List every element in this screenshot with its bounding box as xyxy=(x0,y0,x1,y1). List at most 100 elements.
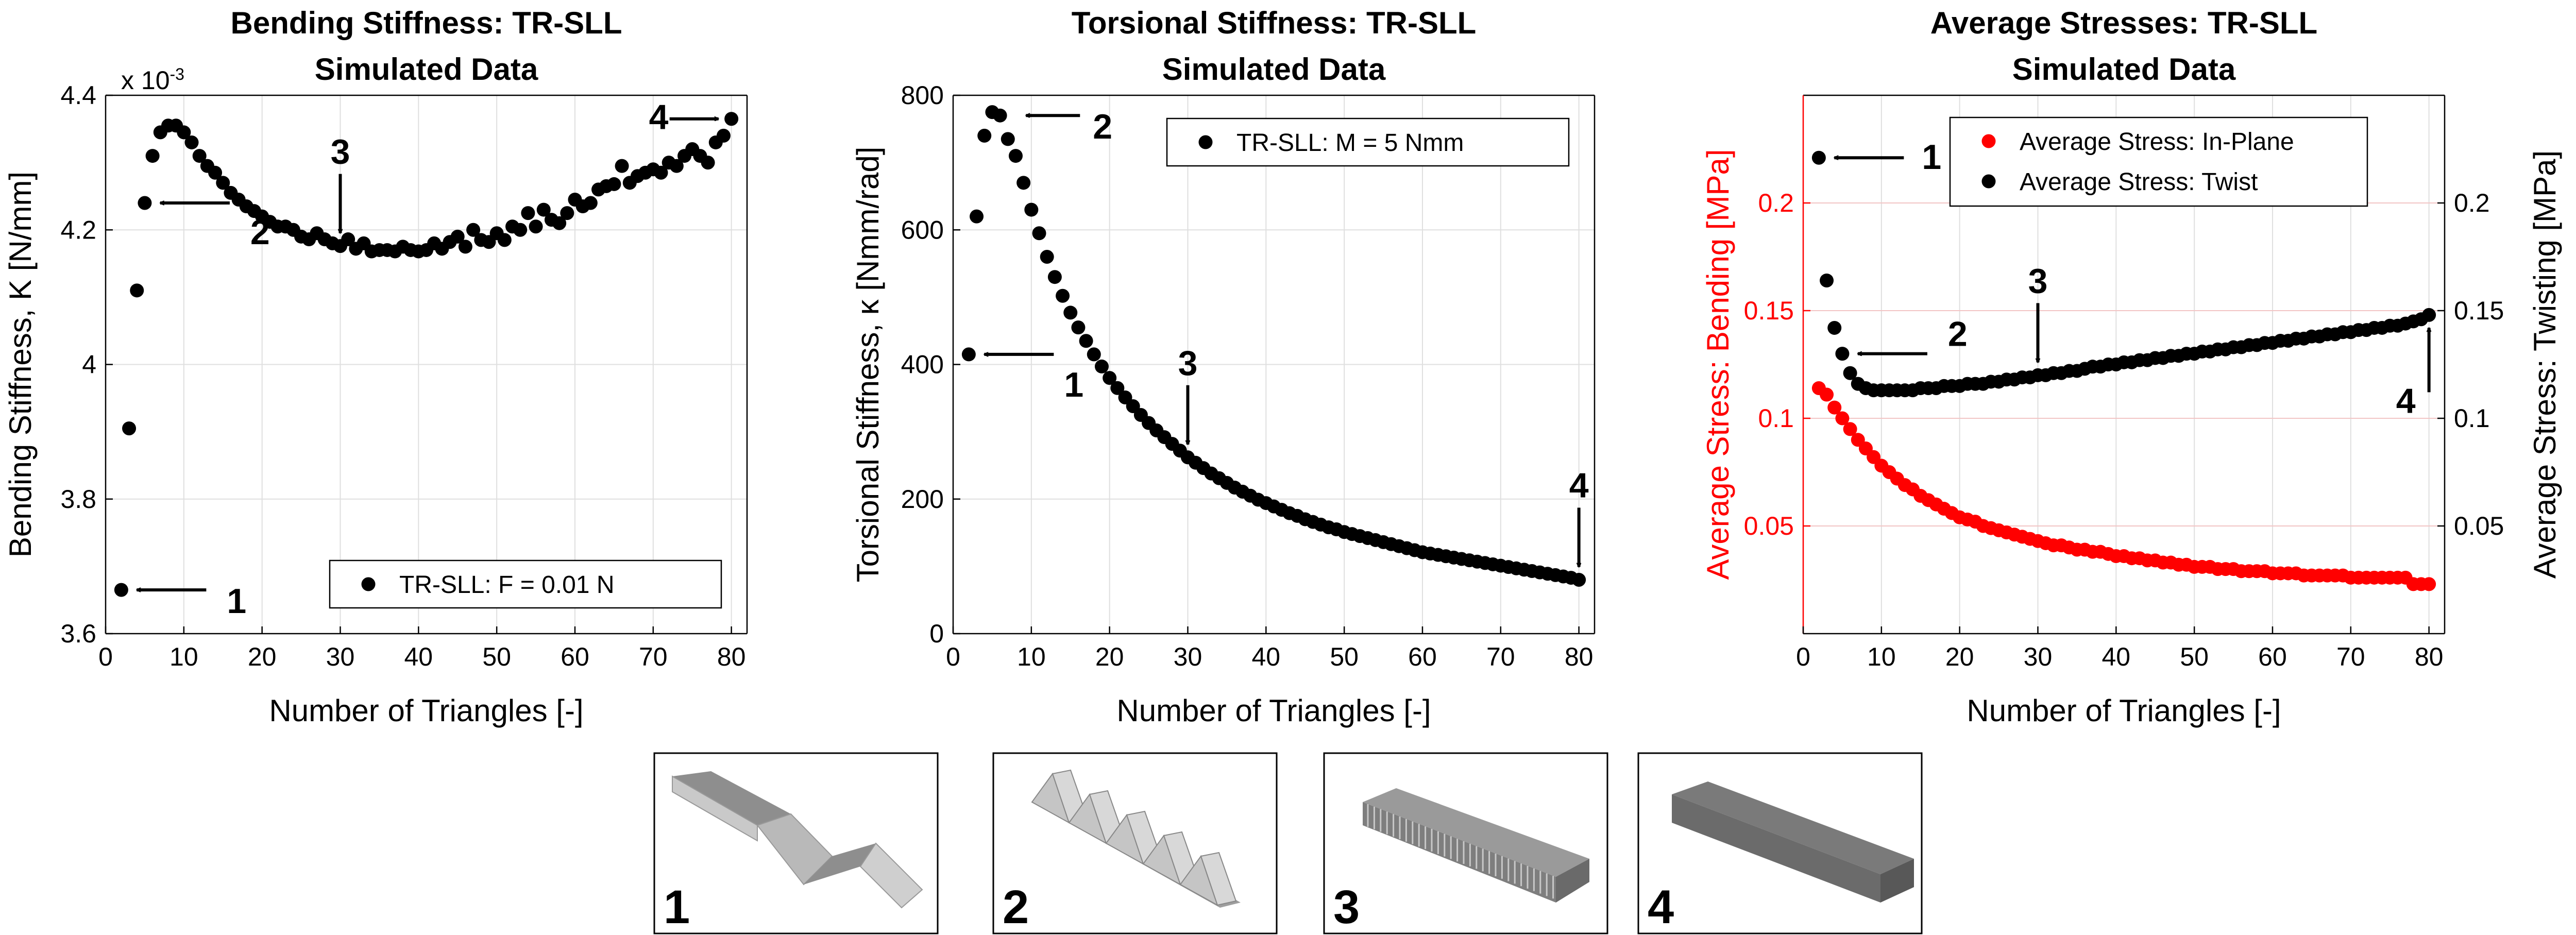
data-point-series-2 xyxy=(1820,273,1834,287)
data-point-series-1 xyxy=(961,347,976,362)
data-point-series-1 xyxy=(615,159,629,173)
data-point-series-1 xyxy=(583,196,598,210)
x-tick-label: 40 xyxy=(1252,642,1281,671)
data-point-series-1 xyxy=(192,149,207,163)
data-point-series-1 xyxy=(341,232,355,247)
data-point-series-1 xyxy=(607,177,621,191)
data-point-series-1 xyxy=(552,216,567,230)
strip-top xyxy=(1363,788,1589,877)
y-axis-label: Bending Stiffness, K [N/mm] xyxy=(3,172,38,557)
x-tick-label: 80 xyxy=(717,642,746,671)
x-tick-label: 20 xyxy=(1095,642,1124,671)
x-tick-label: 70 xyxy=(639,642,668,671)
data-point-series-1 xyxy=(138,196,152,210)
data-point-series-1 xyxy=(1032,226,1046,241)
data-point-series-1 xyxy=(1094,359,1109,373)
data-point-series-1 xyxy=(1079,334,1093,348)
strip-end xyxy=(1556,859,1589,903)
data-point-series-1 xyxy=(993,108,1007,123)
data-point-series-1 xyxy=(1056,288,1070,303)
data-point-series-1 xyxy=(1024,202,1039,217)
data-point-series-1 xyxy=(970,209,984,224)
y-tick-label: 200 xyxy=(901,485,944,514)
strip-face xyxy=(672,775,758,842)
data-point-series-1 xyxy=(1103,371,1117,385)
y-tick-label: 600 xyxy=(901,215,944,244)
thumbnail-label: 2 xyxy=(1003,881,1029,933)
data-point-series-1 xyxy=(458,240,472,254)
data-point-series-1 xyxy=(1071,320,1086,335)
thumbnail-label: 1 xyxy=(664,881,690,933)
annotation-label: 1 xyxy=(227,582,246,621)
data-point-series-2 xyxy=(1827,320,1842,335)
data-point-series-1 xyxy=(1835,411,1850,426)
x-tick-label: 60 xyxy=(1408,642,1437,671)
data-point-series-1 xyxy=(184,135,199,149)
data-point-series-1 xyxy=(669,159,684,173)
x-tick-label: 70 xyxy=(2336,642,2365,671)
legend-marker xyxy=(1198,135,1213,149)
data-point-series-1 xyxy=(1040,250,1054,264)
data-point-series-1 xyxy=(513,223,528,237)
thumbnail-label: 3 xyxy=(1333,881,1360,933)
axis-exponent-power: -3 xyxy=(170,65,184,83)
x-tick-label: 50 xyxy=(1330,642,1359,671)
data-point-series-1 xyxy=(701,156,715,170)
data-point-series-1 xyxy=(177,125,191,140)
data-point-series-1 xyxy=(216,176,230,190)
strip-face xyxy=(804,843,876,885)
data-point-series-2 xyxy=(2422,308,2436,322)
x-tick-label: 0 xyxy=(946,642,960,671)
data-point-series-2 xyxy=(1835,347,1850,361)
data-point-series-1 xyxy=(1016,176,1031,190)
x-tick-label: 30 xyxy=(1174,642,1202,671)
legend-box xyxy=(1166,117,1570,167)
data-point-series-1 xyxy=(1827,400,1842,415)
chart-title: Torsional Stiffness: TR-SLL xyxy=(1072,6,1477,40)
axis-exponent-label: x 10-3 xyxy=(121,65,184,95)
data-point-series-1 xyxy=(529,219,543,234)
data-point-series-1 xyxy=(977,128,992,143)
thumbnail-4: 4 xyxy=(1637,752,1923,934)
legend-box xyxy=(329,559,722,609)
y-axis-label-right: Average Stress: Twisting [MPa] xyxy=(2528,150,2562,579)
x-axis-label: Number of Triangles [-] xyxy=(269,693,583,728)
data-point-series-1 xyxy=(654,165,668,180)
data-point-series-1 xyxy=(2422,577,2436,591)
annotation-label: 1 xyxy=(1064,365,1083,404)
data-point-series-1 xyxy=(1572,573,1586,587)
data-point-series-1 xyxy=(497,233,512,247)
legend-label: TR-SLL: M = 5 Nmm xyxy=(1236,129,1464,157)
block-side xyxy=(1672,794,1880,903)
x-tick-label: 40 xyxy=(404,642,433,671)
data-point-series-1 xyxy=(466,223,481,237)
x-tick-label: 10 xyxy=(170,642,198,671)
chart-subtitle: Simulated Data xyxy=(1162,52,1386,87)
data-point-series-2 xyxy=(1811,150,1826,165)
data-point-series-1 xyxy=(114,583,128,597)
x-tick-label: 20 xyxy=(1945,642,1974,671)
x-tick-label: 70 xyxy=(1486,642,1515,671)
block-end xyxy=(1880,859,1914,903)
annotation-label: 4 xyxy=(2396,381,2416,420)
chart-subtitle: Simulated Data xyxy=(2012,52,2236,87)
y-tick-label: 0.2 xyxy=(1758,189,1794,217)
data-point-series-1 xyxy=(1001,132,1015,146)
x-tick-label: 0 xyxy=(98,642,113,671)
y-tick-label-right: 0.15 xyxy=(2454,296,2504,325)
x-tick-label: 80 xyxy=(1565,642,1594,671)
x-tick-label: 20 xyxy=(248,642,277,671)
x-tick-label: 30 xyxy=(326,642,355,671)
x-axis-label: Number of Triangles [-] xyxy=(1116,693,1431,728)
y-tick-label: 4 xyxy=(82,350,96,379)
y-tick-label-right: 0.1 xyxy=(2454,404,2490,433)
x-tick-label: 50 xyxy=(482,642,511,671)
annotation-label: 2 xyxy=(1948,315,1968,354)
data-point-series-1 xyxy=(1820,387,1834,402)
x-axis-label: Number of Triangles [-] xyxy=(1967,693,2281,728)
y-tick-label-right: 0.05 xyxy=(2454,512,2504,540)
data-point-series-1 xyxy=(1063,305,1078,320)
thumbnail-row: 1 2 3 4 xyxy=(653,752,1923,934)
x-tick-label: 0 xyxy=(1796,642,1810,671)
